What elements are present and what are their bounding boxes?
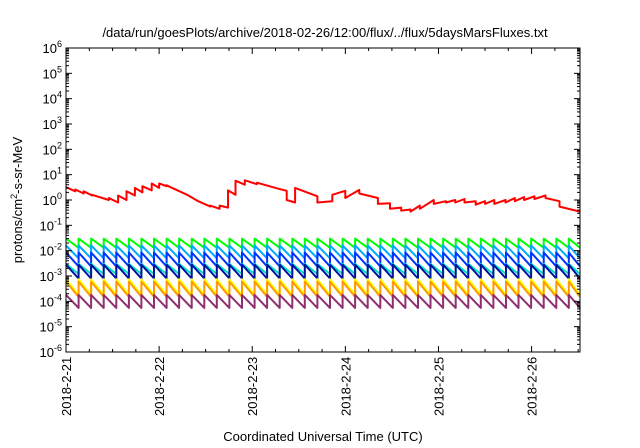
y-tick-label: 10-2 <box>40 242 62 259</box>
series-layer <box>65 179 581 309</box>
y-tick-label: 102 <box>43 140 62 157</box>
series-line-1 <box>65 179 581 213</box>
y-tick-label: 100 <box>43 191 62 208</box>
x-axis-label: Coordinated Universal Time (UTC) <box>223 429 422 444</box>
y-tick-label: 105 <box>43 64 62 81</box>
x-tick-label: 2018-2-24 <box>338 357 353 416</box>
axis-layer: 10-6 10-5 10-4 10-3 10-2 10-1 100 101 102 103 104 1… <box>40 39 581 416</box>
x-tick-label: 2018-2-26 <box>525 357 540 416</box>
series-line-3 <box>65 244 581 260</box>
y-tick-label: 10-1 <box>40 216 62 233</box>
series-line-4 <box>65 251 581 268</box>
series-line-9 <box>65 293 581 309</box>
series-line-6 <box>65 263 581 280</box>
x-tick-label: 2018-2-23 <box>245 357 260 416</box>
y-tick-label: 101 <box>43 166 62 183</box>
y-axis-label: protons/cm2-s-sr-MeV <box>9 136 25 263</box>
series-line-2 <box>65 237 581 249</box>
x-tick-label: 2018-2-25 <box>431 357 446 416</box>
y-tick-label: 10-4 <box>40 292 62 309</box>
y-tick-label: 10-5 <box>40 318 62 335</box>
series-line-8 <box>65 280 581 298</box>
y-tick-label: 104 <box>43 90 62 107</box>
y-tick-label: 106 <box>43 39 62 56</box>
x-tick-label: 2018-2-21 <box>59 357 74 416</box>
chart-title: /data/run/goesPlots/archive/2018-02-26/1… <box>102 25 548 40</box>
y-tick-label: 10-6 <box>40 343 62 360</box>
y-tick-label: 10-3 <box>40 267 62 284</box>
y-tick-label: 103 <box>43 115 62 132</box>
x-tick-label: 2018-2-22 <box>152 357 167 416</box>
